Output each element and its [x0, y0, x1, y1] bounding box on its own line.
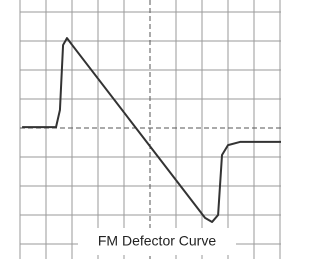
- plot: [22, 38, 281, 222]
- scope-screen: FM Defector Curve: [0, 0, 281, 259]
- trace: [22, 38, 281, 222]
- caption: FM Defector Curve: [98, 233, 216, 249]
- graticule: [20, 0, 281, 259]
